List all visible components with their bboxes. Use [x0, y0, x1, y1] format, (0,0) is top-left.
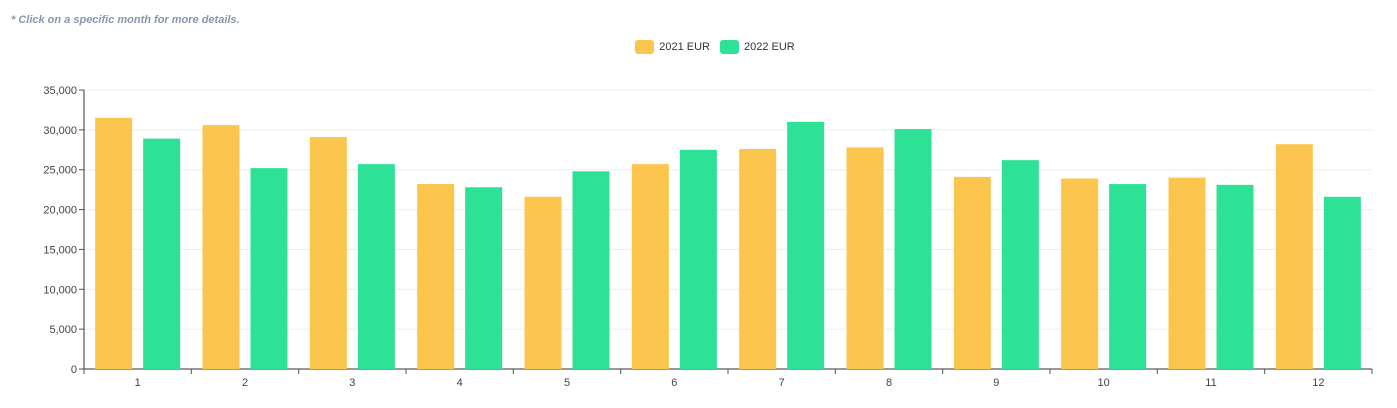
- x-tick-label: 8: [886, 377, 892, 389]
- x-tick-label: 3: [349, 377, 355, 389]
- bar-2021-month-9[interactable]: [953, 176, 991, 369]
- bar-2022-month-10[interactable]: [1109, 184, 1147, 369]
- y-tick-label: 5,000: [49, 324, 77, 336]
- click-hint: * Click on a specific month for more det…: [11, 14, 240, 26]
- bar-2021-month-2[interactable]: [202, 125, 240, 370]
- bar-2021-month-1[interactable]: [95, 117, 133, 370]
- y-tick-label: 30,000: [43, 125, 77, 137]
- bar-2022-month-1[interactable]: [143, 138, 181, 369]
- x-tick-label: 4: [457, 377, 463, 389]
- bar-2022-month-2[interactable]: [250, 168, 288, 369]
- bar-2022-month-11[interactable]: [1216, 184, 1254, 369]
- chart-legend: 2021 EUR 2022 EUR: [0, 40, 1397, 54]
- bar-2022-month-8[interactable]: [894, 129, 932, 369]
- x-tick-label: 11: [1205, 377, 1216, 389]
- y-tick-label: 25,000: [43, 165, 77, 177]
- bar-2021-month-7[interactable]: [739, 148, 777, 369]
- bar-2021-month-11[interactable]: [1168, 177, 1206, 369]
- legend-swatch-2021: [635, 40, 655, 54]
- y-tick-label: 15,000: [43, 244, 77, 256]
- bar-2022-month-4[interactable]: [465, 187, 503, 369]
- legend-label-2022: 2022 EUR: [744, 41, 795, 53]
- bar-2021-month-8[interactable]: [846, 147, 884, 369]
- bar-2022-month-6[interactable]: [679, 149, 717, 369]
- bar-2021-month-10[interactable]: [1061, 178, 1099, 369]
- legend-label-2021: 2021 EUR: [659, 41, 710, 53]
- y-tick-label: 10,000: [43, 284, 77, 296]
- x-tick-label: 2: [242, 377, 248, 389]
- bar-2021-month-6[interactable]: [631, 164, 669, 369]
- x-tick-label: 6: [671, 377, 677, 389]
- bar-2022-month-5[interactable]: [572, 171, 610, 369]
- bar-2022-month-7[interactable]: [787, 121, 825, 369]
- y-tick-label: 0: [71, 364, 77, 376]
- legend-item-2022[interactable]: 2022 EUR: [720, 40, 795, 54]
- bar-2022-month-9[interactable]: [1001, 160, 1039, 369]
- bar-2021-month-12[interactable]: [1275, 144, 1313, 369]
- y-tick-label: 35,000: [43, 85, 77, 97]
- x-tick-label: 9: [993, 377, 999, 389]
- x-tick-label: 1: [135, 377, 141, 389]
- bar-2022-month-3[interactable]: [357, 164, 395, 369]
- legend-swatch-2022: [720, 40, 739, 54]
- y-tick-label: 20,000: [43, 205, 77, 217]
- bar-2021-month-5[interactable]: [524, 196, 562, 369]
- x-tick-label: 10: [1098, 377, 1110, 389]
- bar-2021-month-3[interactable]: [309, 137, 347, 369]
- x-tick-label: 12: [1312, 377, 1324, 389]
- x-tick-label: 5: [564, 377, 570, 389]
- bar-2021-month-4[interactable]: [417, 184, 455, 369]
- bar-2022-month-12[interactable]: [1323, 196, 1361, 369]
- legend-item-2021[interactable]: 2021 EUR: [635, 40, 710, 54]
- x-tick-label: 7: [779, 377, 785, 389]
